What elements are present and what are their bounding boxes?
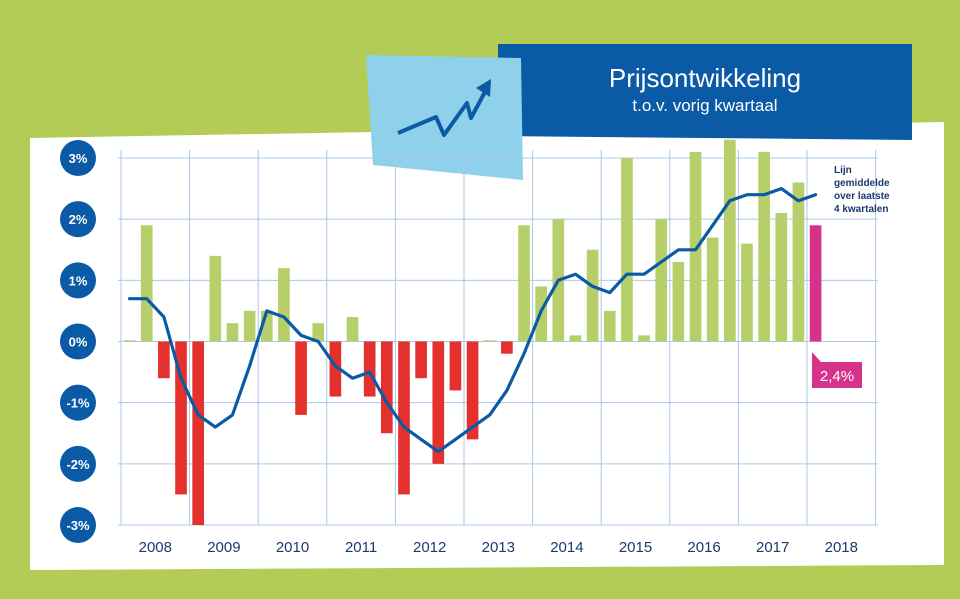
bar-q12	[312, 323, 325, 342]
y-tick-badge-2	[60, 262, 96, 299]
bar-q4	[175, 341, 187, 495]
x-tick-label-2018: 2018	[825, 539, 858, 556]
bar-q14	[346, 317, 359, 342]
bar-q9	[260, 310, 273, 342]
y-tick-badge-1	[60, 201, 96, 238]
x-tick-label-2009: 2009	[207, 539, 240, 556]
y-tick-label-3: 0%	[69, 335, 88, 350]
bar-q17	[398, 341, 410, 495]
legend-line-1: Lijn	[834, 165, 852, 176]
bar-q22	[483, 340, 496, 342]
x-tick-label-2015: 2015	[619, 539, 652, 556]
bar-q8	[243, 310, 256, 342]
moving-average-line	[128, 187, 818, 454]
y-tick-badge-5	[60, 445, 96, 482]
bar-q21	[466, 341, 479, 440]
bar-q16	[380, 341, 393, 434]
grid-lines	[118, 150, 878, 526]
bar-q20	[449, 341, 462, 391]
y-tick-badge-6	[60, 507, 96, 543]
bar-series	[123, 139, 822, 525]
bar-q28	[586, 249, 599, 342]
chart-subtitle: t.o.v. vorig kwartaal	[632, 96, 777, 115]
bar-q11	[295, 341, 307, 415]
header-banner	[498, 44, 912, 140]
y-tick-label-0: 3%	[69, 151, 88, 166]
bar-q38	[758, 151, 770, 342]
bar-q2	[140, 225, 153, 342]
legend-line-3: over laatste	[834, 191, 890, 202]
y-tick-badge-3	[60, 323, 96, 360]
bar-q37	[741, 243, 753, 342]
x-axis-ticks: 2008 2009 2010 2011 2012 2013 2014 2015 2016 2017…	[139, 539, 858, 556]
y-tick-label-4: -1%	[66, 396, 90, 411]
x-tick-label-2016: 2016	[687, 539, 720, 556]
bar-q40	[792, 182, 805, 342]
bar-q1	[123, 340, 136, 342]
bar-q30	[621, 158, 633, 342]
bar-q35	[706, 237, 719, 342]
latest-value-callout: 2,4%	[812, 352, 862, 388]
y-tick-label-5: -2%	[66, 457, 90, 472]
bar-q31	[638, 335, 650, 342]
bar-q6	[209, 255, 222, 342]
bar-q27	[569, 335, 582, 342]
y-tick-label-2: 1%	[69, 273, 88, 288]
bar-q5	[192, 341, 205, 525]
trend-up-arrow-icon	[397, 79, 491, 137]
bar-q32	[655, 219, 668, 342]
bar-q15	[363, 341, 376, 397]
y-tick-badge-0	[60, 140, 96, 176]
icon-card	[366, 55, 523, 180]
chart-title: Prijsontwikkeling	[609, 63, 801, 93]
y-tick-badge-4	[60, 384, 96, 421]
bar-q24	[518, 225, 530, 342]
x-tick-label-2008: 2008	[139, 539, 172, 556]
callout-value: 2,4%	[820, 368, 854, 385]
x-tick-label-2014: 2014	[550, 539, 583, 556]
x-tick-label-2010: 2010	[276, 539, 309, 556]
bar-q36	[723, 139, 736, 342]
x-tick-label-2011: 2011	[345, 539, 377, 556]
bar-q41	[809, 225, 822, 342]
bar-q10	[278, 268, 290, 342]
legend-note: Lijn gemiddelde over laatste 4 kwartalen	[834, 165, 890, 215]
bar-q33	[672, 261, 685, 342]
y-axis-ticks: 3% 2% 1% 0% -1% -2% -3%	[60, 140, 96, 543]
y-tick-label-1: 2%	[69, 212, 88, 227]
bar-q3	[158, 341, 170, 379]
y-tick-label-6: -3%	[66, 518, 90, 533]
bar-q7	[226, 323, 239, 342]
bar-q29	[603, 310, 616, 342]
bar-q19	[432, 341, 445, 464]
bar-q13	[329, 341, 342, 397]
legend-line-2: gemiddelde	[834, 178, 890, 189]
x-tick-label-2017: 2017	[756, 539, 789, 556]
bar-q23	[501, 341, 513, 354]
callout-box	[812, 352, 862, 388]
bar-q34	[689, 151, 702, 342]
legend-line-4: 4 kwartalen	[834, 204, 888, 215]
average-line-path	[128, 187, 818, 454]
bar-q39	[775, 213, 788, 342]
x-tick-label-2012: 2012	[413, 539, 446, 556]
x-tick-label-2013: 2013	[482, 539, 515, 556]
bar-q18	[415, 341, 427, 379]
